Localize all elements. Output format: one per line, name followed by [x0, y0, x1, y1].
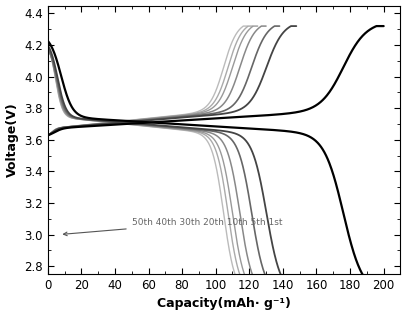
Text: 50th 40th 30th 20th 10th 5th 1st: 50th 40th 30th 20th 10th 5th 1st [63, 218, 281, 236]
Y-axis label: Voltage(V): Voltage(V) [6, 102, 19, 177]
X-axis label: Capacity(mAh· g⁻¹): Capacity(mAh· g⁻¹) [157, 297, 290, 310]
